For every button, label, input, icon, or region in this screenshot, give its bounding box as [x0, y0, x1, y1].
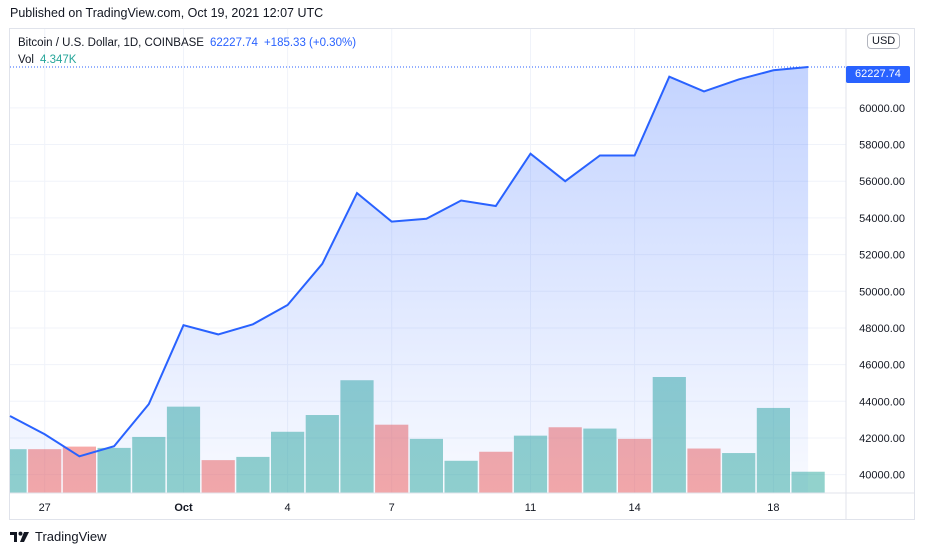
price-area: [10, 67, 809, 493]
x-tick-label: 18: [767, 502, 779, 514]
currency-button[interactable]: USD: [867, 33, 901, 49]
price-change: +185.33 (+0.30%): [263, 37, 357, 49]
price-line: [9, 66, 809, 458]
x-tick-label: 14: [628, 502, 640, 514]
y-tick-label: 46000.00: [859, 360, 905, 372]
y-tick-label: 40000.00: [859, 470, 905, 482]
x-tick-label: 27: [39, 502, 51, 514]
last-price: 62227.74: [209, 37, 258, 49]
last-price-tag: 62227.74: [846, 66, 910, 83]
volume-label[interactable]: Vol: [18, 54, 34, 66]
y-tick-label: 60000.00: [859, 103, 905, 115]
y-tick-label: 58000.00: [859, 140, 905, 152]
x-tick-label: 11: [525, 502, 536, 514]
volume-value: 4.347K: [40, 54, 77, 66]
y-tick-label: 44000.00: [859, 396, 905, 408]
y-tick-label: 52000.00: [859, 250, 905, 262]
legend: Bitcoin / U.S. Dollar, 1D, COINBASE 62227…: [18, 35, 356, 69]
x-tick-label: Oct: [174, 502, 193, 514]
y-tick-label: 50000.00: [859, 286, 905, 298]
symbol-title[interactable]: Bitcoin / U.S. Dollar, 1D, COINBASE: [18, 37, 204, 49]
y-tick-label: 56000.00: [859, 176, 905, 188]
published-note: Published on TradingView.com, Oct 19, 20…: [10, 6, 324, 20]
chart-frame: [9, 28, 915, 520]
tradingview-logo-icon: [10, 531, 29, 542]
y-tick-label: 48000.00: [859, 323, 905, 335]
footer-brand-text: TradingView: [35, 529, 107, 544]
footer-brand[interactable]: TradingView: [10, 529, 107, 544]
y-tick-label: 42000.00: [859, 433, 905, 445]
x-tick-label: 7: [389, 502, 395, 514]
y-tick-label: 54000.00: [859, 213, 905, 225]
x-tick-label: 4: [285, 502, 291, 514]
